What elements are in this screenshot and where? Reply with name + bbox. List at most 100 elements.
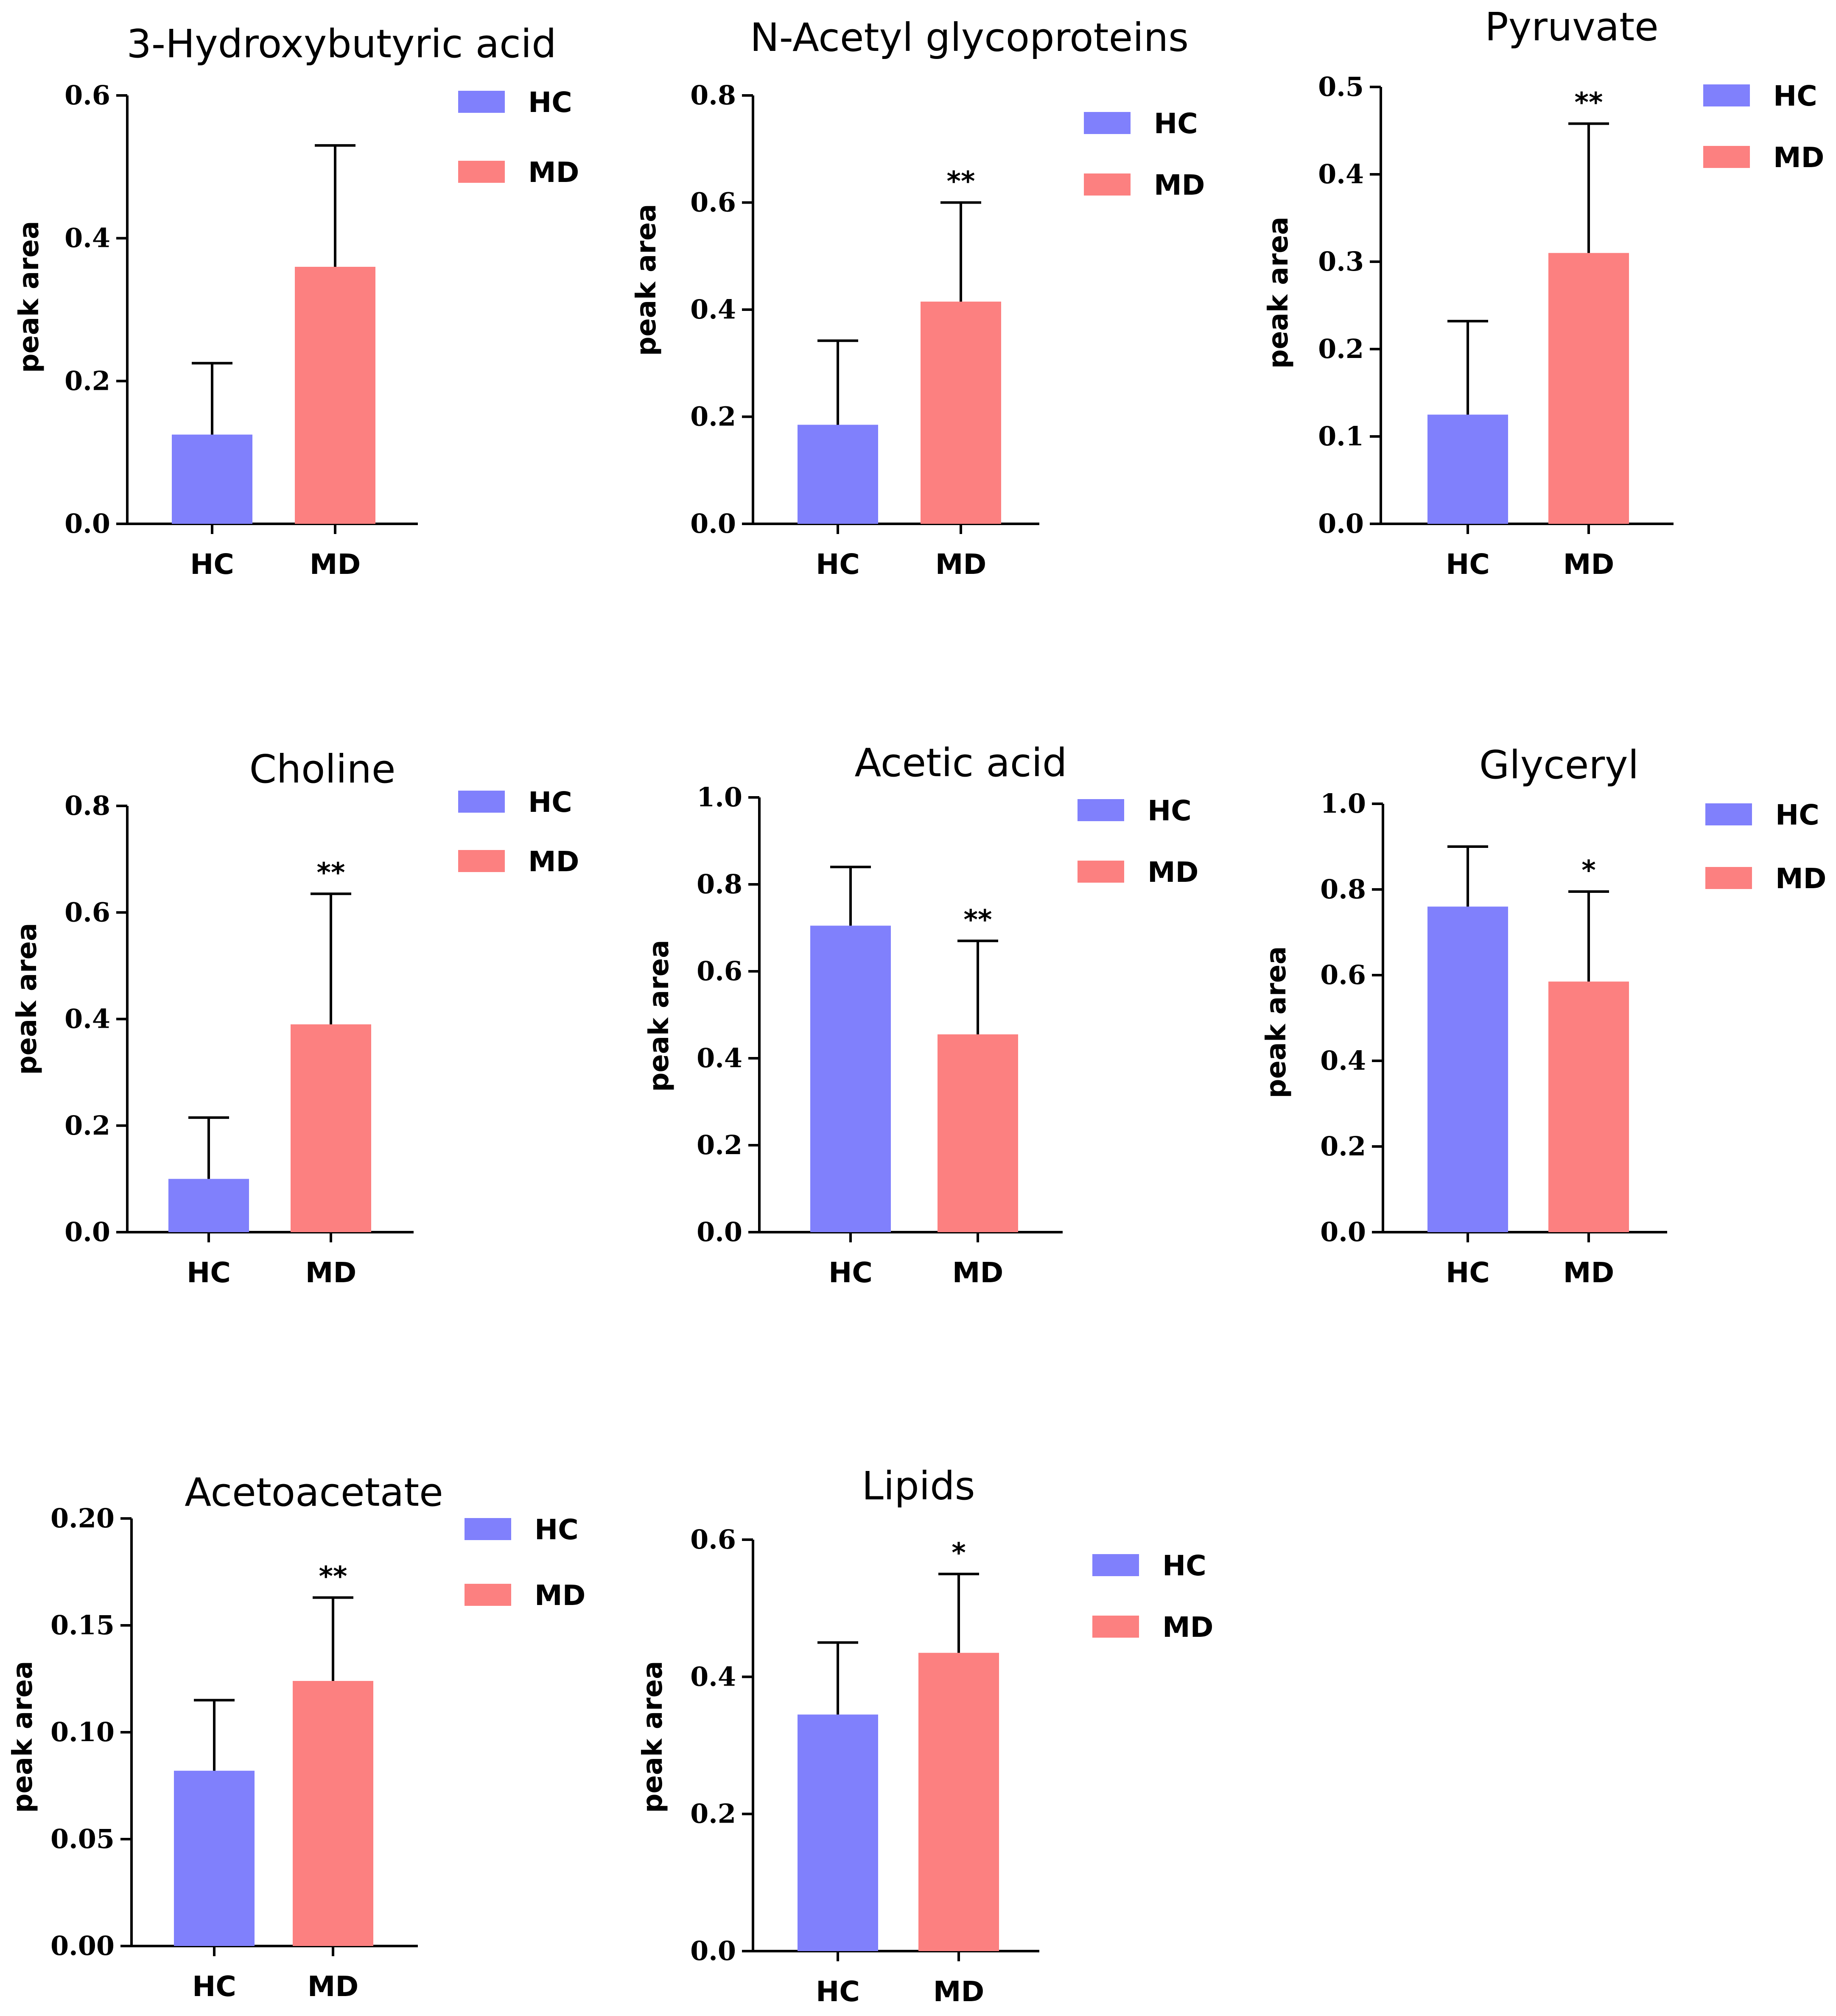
legend-label-hc: HC	[1775, 799, 1819, 831]
significance-marker: *	[952, 1538, 966, 1569]
y-tick-label: 0.15	[50, 1610, 115, 1641]
legend-label-md: MD	[1162, 1611, 1213, 1644]
y-tick-label: 0.0	[64, 508, 110, 539]
legend-swatch-md	[1084, 173, 1131, 196]
bar-hc	[1427, 414, 1508, 524]
x-tick-label: HC	[1446, 548, 1490, 581]
y-tick-label: 0.2	[64, 365, 110, 396]
y-tick-label: 0.0	[697, 1216, 742, 1247]
x-tick-label: MD	[952, 1256, 1003, 1289]
legend-label-md: MD	[528, 156, 579, 189]
y-tick-label: 0.8	[690, 80, 736, 111]
y-tick-label: 0.2	[697, 1130, 742, 1160]
legend-swatch-hc	[458, 91, 505, 113]
legend-label-hc: HC	[1773, 80, 1817, 112]
x-tick-label: HC	[816, 1975, 860, 2008]
y-axis-label: peak area	[1261, 946, 1292, 1099]
y-tick-label: 0.5	[1318, 71, 1364, 102]
y-axis-label: peak area	[631, 204, 662, 356]
legend-label-md: MD	[535, 1579, 585, 1612]
legend-label-hc: HC	[535, 1513, 579, 1546]
chart-panel-6: Glyceryl peak area 0.0 0.2 0.4 0.6 0.8 1.0 HC MD *…	[1261, 742, 1826, 1289]
bar-md	[938, 1034, 1018, 1232]
x-tick-label: MD	[935, 548, 986, 581]
chart-title: N-Acetyl glycoproteins	[750, 15, 1189, 60]
legend-swatch-md	[1703, 146, 1750, 168]
y-tick-label: 0.10	[50, 1717, 115, 1748]
y-axis-label: peak area	[637, 1661, 669, 1813]
y-tick-label: 0.2	[690, 1798, 736, 1829]
y-tick-label: 0.6	[690, 1524, 736, 1555]
significance-marker: **	[317, 857, 345, 889]
y-tick-label: 0.20	[50, 1503, 115, 1534]
legend-label-md: MD	[1775, 862, 1826, 895]
bar-hc	[810, 926, 891, 1232]
x-tick-label: MD	[305, 1256, 356, 1289]
chart-title: Choline	[249, 747, 396, 792]
chart-title: Lipids	[862, 1463, 975, 1509]
x-tick-label: HC	[816, 548, 860, 581]
bar-md	[1548, 253, 1629, 524]
legend-label-hc: HC	[1162, 1549, 1206, 1582]
significance-marker: **	[947, 166, 975, 198]
y-tick-label: 0.2	[690, 401, 736, 432]
y-axis-label: peak area	[7, 1661, 39, 1813]
legend-swatch-hc	[1092, 1554, 1139, 1576]
chart-panel-7: Acetoacetate peak area 0.00 0.05 0.10 0.15 0.2…	[7, 1470, 585, 2003]
x-tick-label: HC	[828, 1256, 873, 1289]
y-tick-label: 0.00	[50, 1930, 115, 1961]
legend-swatch-hc	[1078, 799, 1124, 821]
legend-swatch-md	[1078, 861, 1124, 883]
legend-swatch-md	[1092, 1616, 1139, 1638]
bar-md	[921, 302, 1001, 524]
y-tick-label: 0.6	[1320, 959, 1366, 990]
legend-label-hc: HC	[528, 786, 572, 819]
bar-hc	[168, 1179, 249, 1232]
chart-title: Acetoacetate	[185, 1470, 443, 1515]
bar-hc	[798, 425, 878, 524]
legend-label-hc: HC	[1154, 107, 1198, 140]
y-tick-label: 0.1	[1318, 421, 1364, 452]
chart-panel-2: N-Acetyl glycoproteins peak area 0.0 0.2 0.4…	[631, 15, 1205, 581]
bar-hc	[1427, 906, 1508, 1232]
y-tick-label: 0.4	[1320, 1045, 1366, 1076]
chart-panel-4: Choline peak area 0.0 0.2 0.4 0.6 0.8 HC MD ** HC M…	[11, 747, 579, 1289]
bar-hc	[174, 1770, 255, 1946]
legend-label-hc: HC	[1148, 794, 1192, 827]
x-tick-label: MD	[1563, 548, 1614, 581]
bar-md	[295, 267, 375, 524]
legend-label-md: MD	[1773, 141, 1824, 174]
y-tick-label: 0.0	[64, 1216, 110, 1247]
bar-md	[291, 1024, 371, 1232]
x-tick-label: MD	[310, 548, 361, 581]
legend-swatch-hc	[465, 1518, 511, 1540]
y-tick-label: 1.0	[1320, 788, 1366, 819]
y-axis-label: peak area	[11, 923, 43, 1075]
y-tick-label: 0.2	[1318, 333, 1364, 364]
significance-marker: *	[1581, 855, 1595, 886]
y-tick-label: 0.0	[690, 508, 736, 539]
legend-label-md: MD	[528, 845, 579, 878]
x-tick-label: HC	[1446, 1256, 1490, 1289]
significance-marker: **	[1575, 87, 1603, 119]
chart-title: Glyceryl	[1479, 742, 1639, 788]
y-axis-label: peak area	[644, 940, 675, 1092]
significance-marker: **	[319, 1561, 347, 1592]
y-tick-label: 0.0	[1318, 508, 1364, 539]
x-tick-label: MD	[1563, 1256, 1614, 1289]
y-tick-label: 0.4	[1318, 159, 1364, 190]
legend-swatch-hc	[1703, 84, 1750, 106]
y-tick-label: 0.6	[697, 956, 742, 987]
bar-md	[918, 1653, 999, 1951]
y-tick-label: 0.4	[690, 294, 736, 325]
chart-panel-3: Pyruvate peak area 0.0 0.1 0.2 0.3 0.4 0.5 HC MD *…	[1263, 4, 1824, 581]
y-tick-label: 0.8	[1320, 874, 1366, 905]
x-tick-label: HC	[187, 1256, 231, 1289]
bar-md	[293, 1681, 373, 1946]
legend-swatch-hc	[458, 791, 505, 813]
y-tick-label: 1.0	[697, 782, 742, 813]
legend-swatch-hc	[1084, 112, 1131, 134]
chart-title: Acetic acid	[855, 740, 1067, 786]
y-axis-label: peak area	[14, 221, 45, 373]
